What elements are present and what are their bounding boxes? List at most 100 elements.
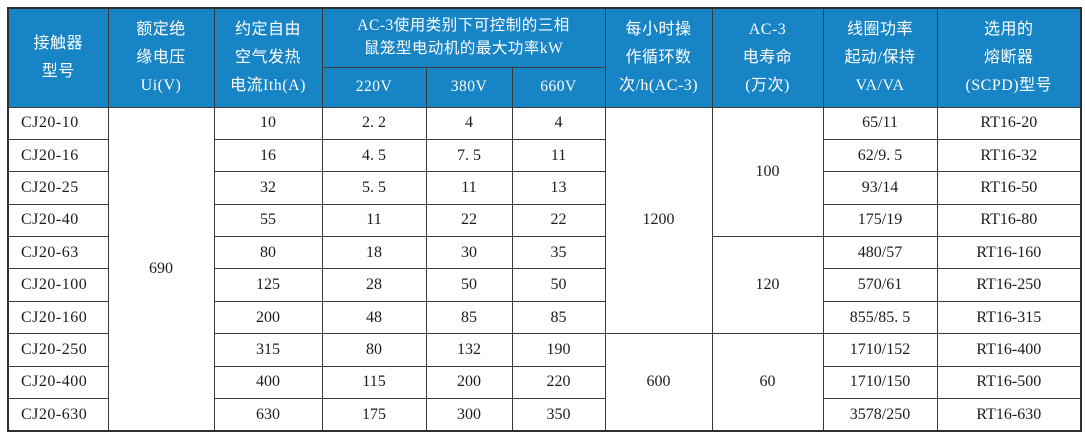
- table-body: CJ20-10 690 10 2. 2 4 4 1200 100 65/11 RT16-20 CJ2…: [7, 106, 1082, 432]
- cell-thermal-current: 125: [213, 268, 323, 302]
- cell-power-660v: 35: [511, 236, 606, 270]
- cell-coil-power: 1710/150: [822, 365, 938, 400]
- cell-thermal-current: 200: [213, 300, 323, 335]
- header-coil-power: 线圈功率 起动/保持 VA/VA: [822, 7, 938, 108]
- cell-fuse-type: RT16-250: [936, 268, 1082, 302]
- header-operating-cycles: 每小时操 作循环数 次/h(AC-3): [604, 7, 713, 108]
- cell-power-380v: 85: [425, 300, 513, 335]
- header-ac3-max-power-group: AC-3使用类别下可控制的三相 鼠笼型电动机的最大功率kW: [321, 7, 606, 68]
- table-row: CJ20-630 630 175 300 350 3578/250 RT16-630: [7, 398, 1082, 432]
- cell-fuse-type: RT16-80: [936, 203, 1082, 238]
- cell-electrical-life: 100: [711, 106, 824, 238]
- header-row-2: 220V 380V 660V: [8, 66, 1081, 108]
- cell-fuse-type: RT16-50: [936, 171, 1082, 205]
- contactor-spec-table: 接触器 型号 额定绝 缘电压 Ui(V) 约定自由 空气发热 电流Ith(A) …: [7, 7, 1083, 432]
- cell-power-220v: 115: [321, 365, 427, 400]
- cell-thermal-current: 16: [213, 138, 323, 173]
- cell-power-380v: 300: [425, 398, 513, 432]
- cell-model: CJ20-630: [7, 398, 109, 432]
- cell-power-220v: 80: [321, 333, 427, 367]
- cell-power-380v: 50: [425, 268, 513, 302]
- cell-thermal-current: 400: [213, 365, 323, 400]
- cell-coil-power: 570/61: [822, 268, 938, 302]
- table-row: CJ20-400 400 115 200 220 1710/150 RT16-500: [7, 365, 1082, 400]
- header-fuse-type: 选用的 熔断器 (SCPD)型号: [936, 7, 1082, 108]
- cell-thermal-current: 10: [213, 106, 323, 140]
- cell-fuse-type: RT16-315: [936, 300, 1082, 335]
- cell-power-660v: 13: [511, 171, 606, 205]
- cell-coil-power: 175/19: [822, 203, 938, 238]
- cell-power-380v: 132: [425, 333, 513, 367]
- cell-power-660v: 50: [511, 268, 606, 302]
- cell-fuse-type: RT16-20: [936, 106, 1082, 140]
- header-380v: 380V: [425, 66, 513, 108]
- cell-model: CJ20-10: [7, 106, 109, 140]
- cell-power-380v: 22: [425, 203, 513, 238]
- cell-fuse-type: RT16-160: [936, 236, 1082, 270]
- cell-coil-power: 480/57: [822, 236, 938, 270]
- cell-fuse-type: RT16-630: [936, 398, 1082, 432]
- cell-power-220v: 48: [321, 300, 427, 335]
- cell-coil-power: 3578/250: [822, 398, 938, 432]
- cell-model: CJ20-16: [7, 138, 109, 173]
- table-row: CJ20-250 315 80 132 190 600 60 1710/152 RT16-400: [7, 333, 1082, 432]
- cell-coil-power: 62/9. 5: [822, 138, 938, 173]
- cell-power-660v: 22: [511, 203, 606, 238]
- cell-power-220v: 4. 5: [321, 138, 427, 173]
- header-electrical-life: AC-3 电寿命 (万次): [711, 7, 824, 108]
- cell-power-220v: 175: [321, 398, 427, 432]
- header-660v: 660V: [511, 66, 606, 108]
- cell-power-220v: 18: [321, 236, 427, 270]
- cell-model: CJ20-160: [7, 300, 109, 335]
- cell-thermal-current: 630: [213, 398, 323, 432]
- cell-power-380v: 200: [425, 365, 513, 400]
- cell-power-380v: 4: [425, 106, 513, 140]
- cell-operating-cycles: 600: [604, 333, 713, 432]
- header-row-1: 接触器 型号 额定绝 缘电压 Ui(V) 约定自由 空气发热 电流Ith(A) …: [7, 7, 1082, 108]
- cell-coil-power: 1710/152: [822, 333, 938, 367]
- cell-power-660v: 220: [511, 365, 606, 400]
- cell-power-380v: 11: [425, 171, 513, 205]
- table-row: CJ20-100 125 28 50 50 570/61 RT16-250: [7, 268, 1082, 302]
- cell-thermal-current: 55: [213, 203, 323, 238]
- cell-ui-voltage: 690: [107, 106, 215, 432]
- table-row: CJ20-16 16 4. 5 7. 5 11 62/9. 5 RT16-32: [7, 138, 1082, 173]
- cell-power-220v: 5. 5: [321, 171, 427, 205]
- cell-coil-power: 65/11: [822, 106, 938, 140]
- header-rated-insulation-voltage: 额定绝 缘电压 Ui(V): [107, 7, 215, 108]
- cell-power-380v: 7. 5: [425, 138, 513, 173]
- cell-coil-power: 855/85. 5: [822, 300, 938, 335]
- cell-power-220v: 11: [321, 203, 427, 238]
- table-row: CJ20-63 80 18 30 35 120 480/57 RT16-160: [7, 236, 1082, 335]
- cell-coil-power: 93/14: [822, 171, 938, 205]
- table-row: CJ20-160 200 48 85 85 855/85. 5 RT16-315: [7, 300, 1082, 335]
- header-220v: 220V: [321, 66, 427, 108]
- cell-thermal-current: 80: [213, 236, 323, 270]
- cell-model: CJ20-400: [7, 365, 109, 400]
- cell-electrical-life: 120: [711, 236, 824, 335]
- cell-power-660v: 85: [511, 300, 606, 335]
- cell-power-660v: 11: [511, 138, 606, 173]
- cell-power-220v: 2. 2: [321, 106, 427, 140]
- cell-electrical-life: 60: [711, 333, 824, 432]
- cell-power-220v: 28: [321, 268, 427, 302]
- cell-model: CJ20-40: [7, 203, 109, 238]
- table-row: CJ20-40 55 11 22 22 175/19 RT16-80: [7, 203, 1082, 238]
- cell-model: CJ20-100: [7, 268, 109, 302]
- table-row: CJ20-25 32 5. 5 11 13 93/14 RT16-50: [7, 171, 1082, 205]
- table-row: CJ20-10 690 10 2. 2 4 4 1200 100 65/11 RT16-20: [7, 106, 1082, 432]
- header-thermal-current: 约定自由 空气发热 电流Ith(A): [213, 7, 323, 108]
- cell-operating-cycles: 1200: [604, 106, 713, 335]
- cell-thermal-current: 32: [213, 171, 323, 205]
- cell-model: CJ20-25: [7, 171, 109, 205]
- cell-thermal-current: 315: [213, 333, 323, 367]
- cell-fuse-type: RT16-500: [936, 365, 1082, 400]
- cell-model: CJ20-63: [7, 236, 109, 270]
- cell-power-660v: 4: [511, 106, 606, 140]
- cell-power-660v: 190: [511, 333, 606, 367]
- header-contactor-model: 接触器 型号: [7, 7, 109, 108]
- cell-model: CJ20-250: [7, 333, 109, 367]
- table-header: 接触器 型号 额定绝 缘电压 Ui(V) 约定自由 空气发热 电流Ith(A) …: [7, 7, 1082, 108]
- cell-power-660v: 350: [511, 398, 606, 432]
